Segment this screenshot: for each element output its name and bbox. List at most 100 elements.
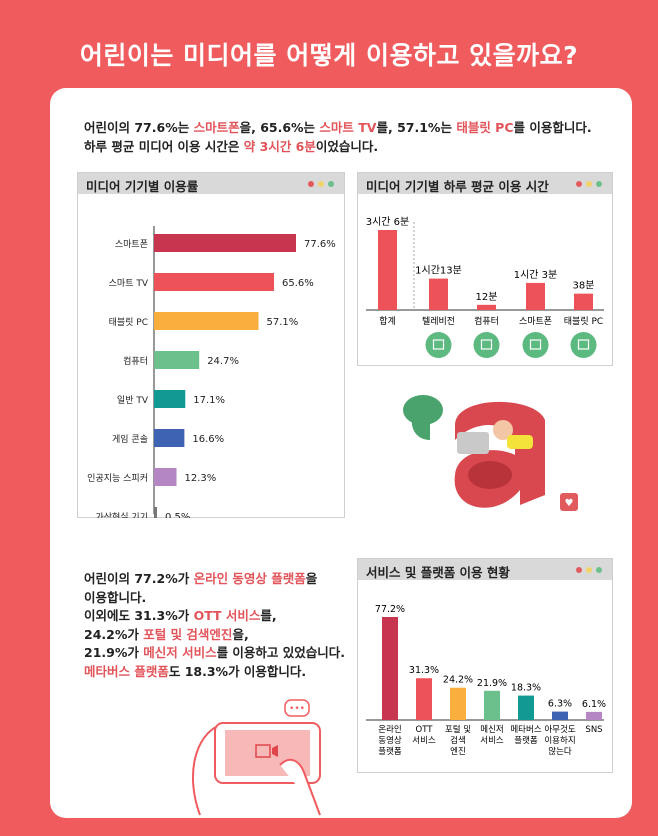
data-label: 77.2% [375, 604, 405, 615]
category-label: 태블릿 PC [564, 315, 603, 327]
bar [429, 278, 448, 310]
category-label: 게임 콘솔 [112, 433, 148, 445]
laptop-icon [457, 432, 489, 454]
category-label: 동영상 [378, 735, 402, 746]
text-line: 21.9%가 메신저 서비스를 이용하고 있었습니다. [84, 644, 345, 663]
text-segment: 를, [260, 608, 277, 623]
data-label: 77.6% [304, 239, 336, 250]
data-label: 0.5% [165, 512, 190, 518]
tv-icon [425, 332, 452, 358]
intro-paragraph: 어린이의 77.6%는 스마트폰을, 65.6%는 스마트 TV를, 57.1%… [84, 118, 592, 156]
category-label: 않는다 [548, 747, 572, 757]
svg-text:•••: ••• [289, 704, 305, 714]
window-dot [576, 567, 582, 573]
text-segment: 를, 57.1%는 [376, 120, 457, 135]
bar [552, 711, 568, 720]
smartphone-icon [522, 332, 549, 358]
text-line: 이용합니다. [84, 589, 345, 608]
highlight-text: 약 3시간 6분 [243, 139, 316, 154]
chart-device-usage-rate: 미디어 기기별 이용률 스마트폰 77.6% 스마트 TV 65.6% 태블릿 PC 57… [77, 172, 345, 525]
category-label: 플랫폼 [378, 746, 402, 757]
bar [416, 678, 432, 720]
bar [154, 312, 259, 330]
chart-daily-usage-time: 미디어 기기별 하루 평균 이용 시간 3시간 6분 합계 1시간13분 텔레비전 12… [357, 172, 613, 366]
bar [154, 507, 157, 525]
category-label: OTT [416, 725, 434, 735]
category-label: 포털 및 [445, 724, 471, 735]
chart-title: 미디어 기기별 이용률 [86, 179, 199, 194]
text-segment: 어린이의 77.2%가 [84, 571, 194, 586]
page-title: 어린이는 미디어를 어떻게 이용하고 있을까요? [79, 41, 579, 70]
bar [154, 429, 185, 447]
window-dot [586, 181, 592, 187]
data-label: 12분 [476, 291, 498, 303]
desktop-computer-icon-glyph [480, 339, 493, 350]
bar [586, 711, 602, 720]
category-label: 서비스 [480, 736, 504, 746]
bar [518, 695, 534, 720]
category-label: 검색 [450, 735, 466, 746]
data-label: 17.1% [193, 395, 225, 406]
highlight-text: 스마트 TV [319, 120, 377, 135]
bar [526, 282, 545, 310]
bar [382, 617, 398, 720]
category-label: 스마트폰 [519, 316, 552, 327]
window-dot [586, 567, 592, 573]
data-label: 1시간 3분 [514, 269, 558, 281]
tablet-icon [570, 332, 597, 358]
bar [450, 687, 466, 720]
bar [154, 468, 177, 486]
category-label: 이용하지 [544, 735, 575, 746]
window-dots [308, 181, 334, 187]
video-play-icon [255, 744, 271, 758]
data-label: 6.3% [548, 699, 572, 710]
data-label: 65.6% [282, 278, 314, 289]
highlight-text: OTT 서비스 [193, 608, 261, 623]
highlight-text: 스마트폰 [193, 120, 240, 135]
highlight-text: 태블릿 PC [456, 120, 514, 135]
window-dot [576, 181, 582, 187]
text-line: 어린이의 77.2%가 온라인 동영상 플랫폼을 [84, 570, 345, 589]
child-figure [493, 420, 513, 440]
highlight-text: 포털 및 검색엔진 [143, 626, 233, 642]
category-label: 아무것도 [544, 724, 575, 735]
window-dot [318, 181, 324, 187]
data-label: 57.1% [266, 317, 298, 328]
window-dots [576, 567, 602, 573]
smartphone-icon-glyph [529, 339, 542, 350]
data-label: 16.6% [192, 434, 224, 445]
category-label: SNS [585, 725, 602, 735]
phone-hand-illustration: ••• [192, 699, 321, 816]
data-label: 24.7% [207, 356, 239, 367]
category-label: 스마트폰 [115, 239, 148, 250]
highlight-text: 메타버스 플랫폼 [84, 663, 169, 679]
text-segment: 24.2%가 [84, 626, 144, 642]
chart-1-plot: 스마트폰 77.6% 스마트 TV 65.6% 태블릿 PC 57.1% 컴퓨터 24.7% 일… [87, 226, 336, 525]
text-segment: 도 18.3%가 이용합니다. [168, 663, 307, 679]
text-line: 어린이의 77.6%는 스마트폰을, 65.6%는 스마트 TV를, 57.1%… [84, 118, 592, 137]
desktop-computer-icon [473, 332, 500, 358]
chart-title: 서비스 및 플랫폼 이용 현황 [366, 565, 510, 580]
bar [574, 293, 593, 310]
svg-text:♥: ♥ [565, 498, 574, 509]
text-line: 24.2%가 포털 및 검색엔진을, [84, 626, 345, 645]
text-segment: 을, 65.6%는 [239, 120, 320, 135]
category-label: 인공지능 스피커 [87, 473, 148, 484]
category-label: 스마트 TV [109, 278, 149, 289]
category-label: 온라인 [378, 724, 401, 735]
category-label: 합계 [379, 315, 396, 327]
data-label: 31.3% [409, 665, 439, 676]
category-label: 가상현실 기기 [95, 512, 148, 518]
category-label: 태블릿 PC [109, 316, 148, 328]
data-label: 1시간13분 [415, 265, 462, 277]
heart-notification-icon [560, 493, 578, 511]
tv-icon-glyph [432, 339, 445, 350]
data-label: 12.3% [185, 473, 217, 484]
window-dot [308, 181, 314, 187]
text-line: 메타버스 플랫폼도 18.3%가 이용합니다. [84, 663, 345, 682]
window-dot [328, 181, 334, 187]
category-label: 엔진 [450, 746, 466, 757]
category-label: 플랫폼 [514, 735, 538, 746]
text-segment: 을 [305, 571, 318, 586]
